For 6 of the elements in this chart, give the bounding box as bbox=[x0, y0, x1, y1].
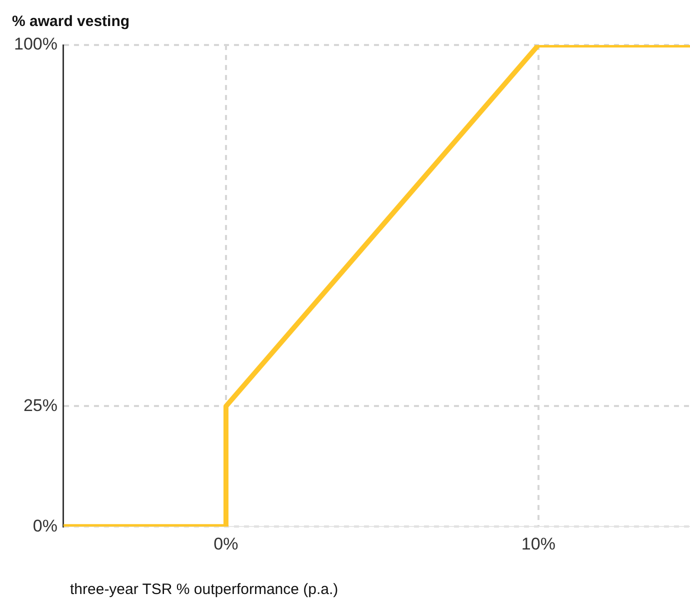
y-tick-label: 100% bbox=[14, 34, 58, 54]
y-tick-label: 25% bbox=[23, 396, 58, 415]
x-axis-title: three-year TSR % outperformance (p.a.) bbox=[70, 581, 338, 598]
x-tick-label: 10% bbox=[521, 534, 556, 554]
y-axis-title: % award vesting bbox=[12, 13, 130, 30]
y-tick-label: 0% bbox=[32, 516, 58, 536]
